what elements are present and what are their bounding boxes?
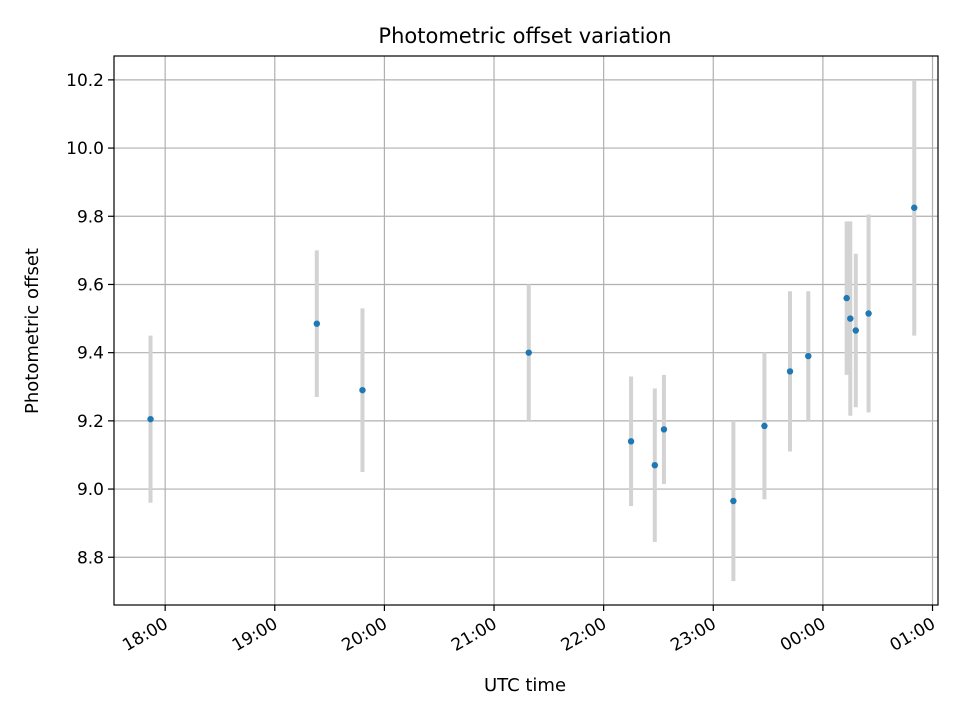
data-point xyxy=(847,315,854,322)
data-point xyxy=(805,352,812,360)
y-tick-label: 10.2 xyxy=(66,71,104,91)
y-axis-ticks: 8.8 9.0 9.2 9.4 9.6 9.8 10.0 10.2 xyxy=(66,71,114,568)
grid xyxy=(114,56,938,605)
data-point xyxy=(852,327,859,334)
data-point xyxy=(911,204,918,211)
data-point xyxy=(730,497,737,505)
data-point xyxy=(786,368,794,375)
y-tick-label: 10.0 xyxy=(66,139,104,159)
y-tick-label: 9.2 xyxy=(77,412,104,432)
chart-title: Photometric offset variation xyxy=(378,24,671,48)
data-point xyxy=(313,320,321,327)
plot-frame xyxy=(113,55,939,606)
data-points xyxy=(147,204,918,505)
data-point xyxy=(627,438,635,445)
data-point xyxy=(660,426,668,433)
data-point xyxy=(147,415,154,423)
data-point xyxy=(651,461,659,469)
y-tick-label: 9.0 xyxy=(77,480,104,500)
y-tick-label: 9.8 xyxy=(77,207,104,227)
x-axis-label: UTC time xyxy=(484,675,566,696)
data-point xyxy=(843,294,850,302)
data-point xyxy=(525,349,532,356)
data-point xyxy=(761,422,768,430)
y-axis-label: Photometric offset xyxy=(22,248,43,414)
y-tick-label: 9.4 xyxy=(77,344,104,364)
y-tick-label: 8.8 xyxy=(77,548,104,568)
data-point xyxy=(359,386,366,394)
y-tick-label: 9.6 xyxy=(77,275,104,295)
data-point xyxy=(865,310,872,317)
